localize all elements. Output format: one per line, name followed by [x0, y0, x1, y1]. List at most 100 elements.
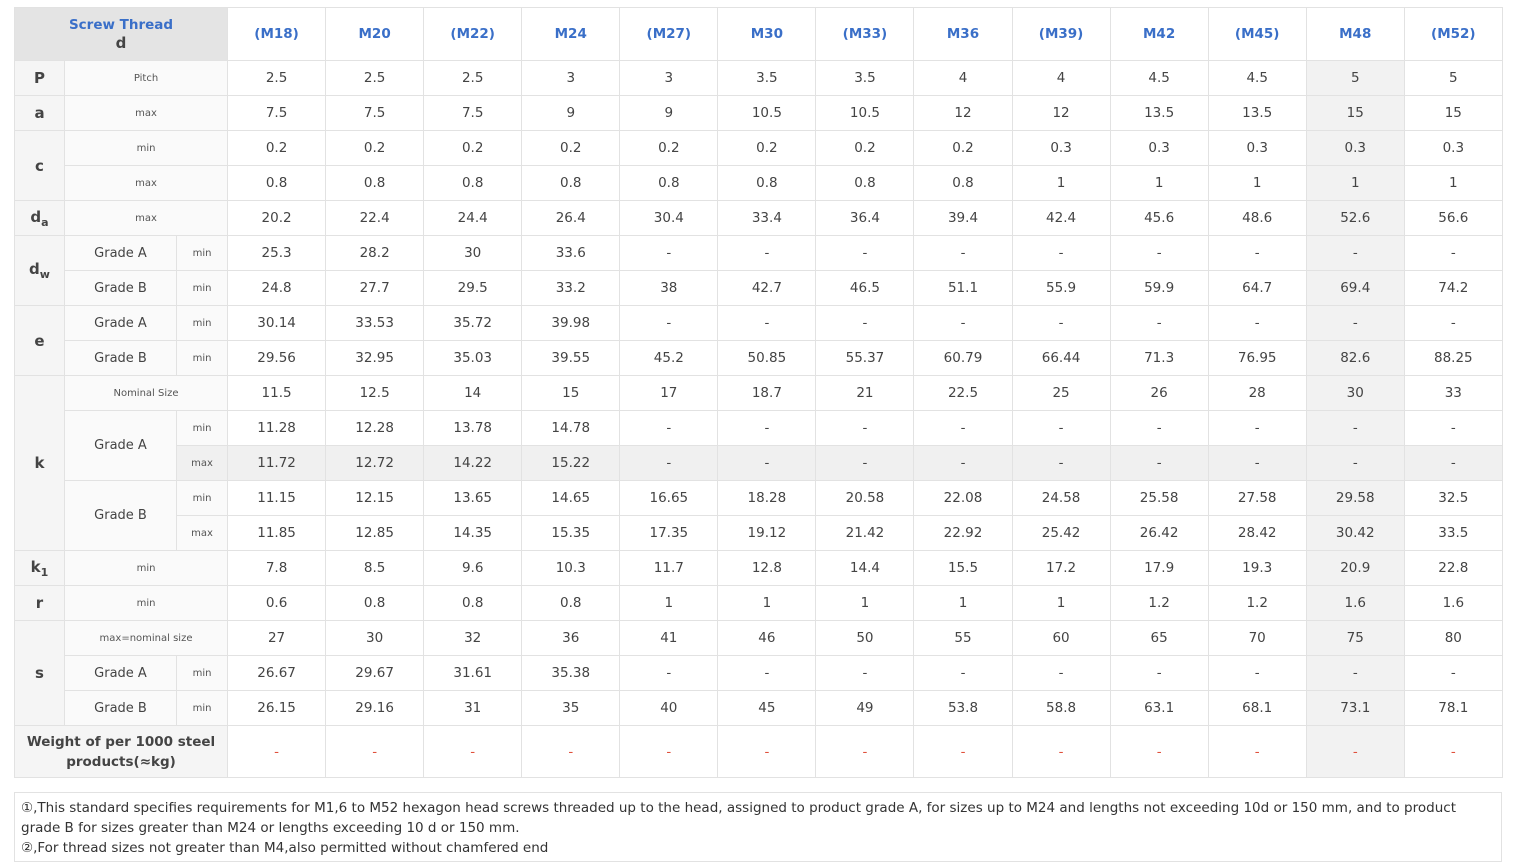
value-cell: 22.92: [913, 515, 1013, 551]
value-cell: 9: [521, 95, 621, 131]
value-cell: -: [717, 305, 817, 341]
weight-value: -: [1305, 725, 1405, 778]
value-cell: 45.2: [619, 340, 719, 376]
value-cell: -: [1109, 410, 1209, 446]
size-header: (M52): [1403, 7, 1503, 61]
value-cell: 10.3: [521, 550, 621, 586]
value-cell: 0.8: [619, 165, 719, 201]
value-cell: 42.7: [717, 270, 817, 306]
value-cell: 30: [423, 235, 523, 271]
value-cell: 5: [1305, 60, 1405, 96]
value-cell: -: [1011, 305, 1111, 341]
value-cell: 1: [619, 585, 719, 621]
value-cell: 0.3: [1403, 130, 1503, 166]
data-row: r min 0.6 0.8 0.8 0.8 1 1 1 1 1 1.2 1.2 1.6 1.6: [14, 585, 1503, 621]
value-cell: -: [1011, 410, 1111, 446]
value-cell: 22.8: [1403, 550, 1503, 586]
value-cell: 32.95: [325, 340, 425, 376]
value-cell: 30.4: [619, 200, 719, 236]
size-header: (M27): [619, 7, 719, 61]
value-cell: 0.3: [1011, 130, 1111, 166]
value-cell: 68.1: [1207, 690, 1307, 726]
grade-label: Grade A: [64, 655, 177, 691]
value-cell: 21.42: [815, 515, 915, 551]
value-cell: -: [717, 235, 817, 271]
value-cell: 39.55: [521, 340, 621, 376]
value-cell: 41: [619, 620, 719, 656]
spec-label: min: [63, 585, 229, 621]
value-cell: 24.58: [1011, 480, 1111, 516]
weight-value: -: [913, 725, 1013, 778]
header-title: Screw Thread: [68, 16, 174, 33]
size-header: M36: [913, 7, 1013, 61]
value-cell: -: [1305, 445, 1405, 481]
value-cell: 26.67: [227, 655, 327, 691]
value-cell: 14: [423, 375, 523, 411]
value-cell: 14.4: [815, 550, 915, 586]
value-cell: -: [619, 410, 719, 446]
value-cell: 17.9: [1109, 550, 1209, 586]
value-cell: 31.61: [423, 655, 523, 691]
value-cell: -: [1305, 305, 1405, 341]
value-cell: 22.4: [325, 200, 425, 236]
value-cell: -: [913, 235, 1013, 271]
spec-label: min: [175, 270, 229, 306]
value-cell: 70: [1207, 620, 1307, 656]
value-cell: 7.5: [227, 95, 327, 131]
value-cell: 11.28: [227, 410, 327, 446]
value-cell: 42.4: [1011, 200, 1111, 236]
value-cell: 27.58: [1207, 480, 1307, 516]
size-header: (M39): [1011, 7, 1111, 61]
spec-label: max: [63, 165, 229, 201]
value-cell: 12: [913, 95, 1013, 131]
value-cell: 15.35: [521, 515, 621, 551]
value-cell: 50.85: [717, 340, 817, 376]
value-cell: 9.6: [423, 550, 523, 586]
grade-label: Grade B: [64, 270, 177, 306]
note-line: ①,This standard specifies requirements f…: [21, 800, 1456, 836]
symbol-text: a: [34, 104, 45, 122]
value-cell: 17.35: [619, 515, 719, 551]
spec-label: min: [175, 655, 229, 691]
value-cell: 33.4: [717, 200, 817, 236]
value-cell: -: [619, 445, 719, 481]
value-cell: -: [1109, 445, 1209, 481]
value-cell: 0.2: [815, 130, 915, 166]
value-cell: 73.1: [1305, 690, 1405, 726]
value-cell: 18.7: [717, 375, 817, 411]
row-symbol: da: [14, 200, 65, 236]
row-symbol: e: [14, 305, 65, 376]
value-cell: 27: [227, 620, 327, 656]
value-cell: 1.6: [1403, 585, 1503, 621]
spec-label: Nominal Size: [63, 375, 229, 411]
value-cell: 26.15: [227, 690, 327, 726]
value-cell: 1: [1305, 165, 1405, 201]
value-cell: 1.2: [1109, 585, 1209, 621]
value-cell: 12.15: [325, 480, 425, 516]
value-cell: 11.85: [227, 515, 327, 551]
value-cell: -: [619, 235, 719, 271]
value-cell: 31: [423, 690, 523, 726]
value-cell: 39.4: [913, 200, 1013, 236]
data-row: max 11.85 12.85 14.35 15.35 17.35 19.12 21.42 22…: [15, 515, 1503, 551]
value-cell: 12.5: [325, 375, 425, 411]
value-cell: 22.08: [913, 480, 1013, 516]
value-cell: 30.14: [227, 305, 327, 341]
value-cell: -: [913, 655, 1013, 691]
value-cell: 30.42: [1305, 515, 1405, 551]
value-cell: 1: [1403, 165, 1503, 201]
value-cell: 14.22: [423, 445, 523, 481]
value-cell: 12.28: [325, 410, 425, 446]
value-cell: -: [619, 305, 719, 341]
symbol-subscript: w: [39, 268, 50, 281]
value-cell: 35.72: [423, 305, 523, 341]
value-cell: -: [717, 445, 817, 481]
value-cell: 45.6: [1109, 200, 1209, 236]
spec-label: min: [175, 305, 229, 341]
